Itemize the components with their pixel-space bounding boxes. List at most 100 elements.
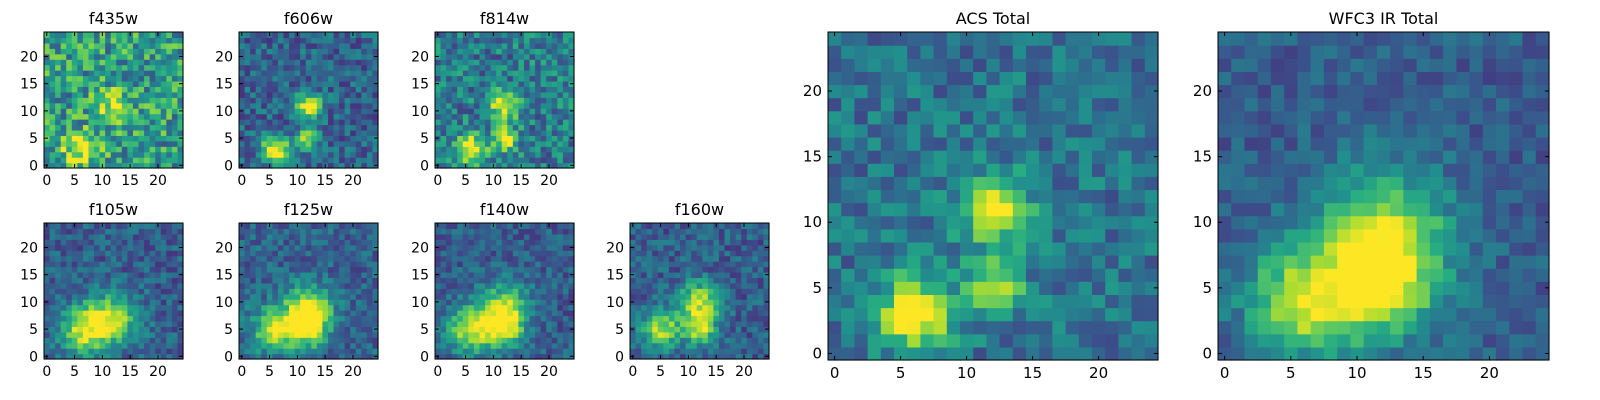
pixel-cell: [457, 250, 464, 257]
pixel-cell: [557, 146, 564, 153]
pixel-cell: [446, 113, 453, 120]
pixel-cell: [635, 228, 642, 235]
x-tick-label: 15: [512, 364, 530, 380]
pixel-cell: [696, 266, 703, 273]
pixel-cell: [641, 331, 648, 338]
pixel-cell: [763, 228, 770, 235]
pixel-cell: [366, 119, 374, 126]
pixel-cell: [1092, 255, 1106, 269]
pixel-cell: [361, 228, 368, 235]
pixel-cell: [451, 299, 458, 306]
pixel-cell: [841, 268, 855, 282]
pixel-cell: [473, 162, 481, 169]
pixel-cell: [496, 102, 503, 109]
pixel-cell: [523, 337, 531, 344]
pixel-cell: [350, 48, 357, 55]
pixel-cell: [77, 129, 84, 136]
pixel-cell: [305, 102, 312, 109]
pixel-cell: [641, 337, 648, 344]
pixel-cell: [177, 337, 184, 344]
pixel-cell: [155, 86, 162, 93]
pixel-cell: [250, 42, 257, 49]
pixel-cell: [266, 119, 273, 126]
pixel-cell: [557, 244, 564, 251]
pixel-cell: [366, 244, 374, 251]
pixel-cell: [446, 331, 453, 338]
pixel-cell: [289, 140, 296, 147]
pixel-cell: [277, 135, 285, 142]
pixel-cell: [66, 157, 73, 164]
pixel-cell: [350, 129, 357, 136]
pixel-cell: [523, 162, 531, 169]
pixel-cell: [546, 157, 553, 164]
pixel-cell: [451, 135, 458, 142]
pixel-cell: [272, 91, 279, 98]
pixel-cell: [562, 348, 570, 355]
pixel-cell: [77, 299, 84, 306]
pixel-cell: [473, 113, 481, 120]
pixel-cell: [366, 326, 374, 333]
pixel-cell: [763, 331, 770, 338]
pixel-cell: [144, 75, 151, 82]
pixel-cell: [440, 233, 447, 240]
pixel-cell: [99, 288, 106, 295]
pixel-cell: [496, 293, 503, 300]
pixel-cell: [657, 315, 664, 322]
pixel-cell: [127, 271, 134, 278]
pixel-cell: [77, 348, 84, 355]
pixel-cell: [523, 228, 531, 235]
pixel-cell: [239, 146, 246, 153]
pixel-cell: [44, 320, 51, 327]
pixel-cell: [468, 228, 475, 235]
pixel-cell: [685, 315, 692, 322]
pixel-cell: [94, 37, 101, 44]
pixel-cell: [355, 124, 362, 131]
pixel-cell: [127, 228, 134, 235]
pixel-cell: [457, 304, 464, 311]
pixel-cell: [867, 228, 882, 243]
pixel-cell: [518, 91, 525, 98]
pixel-cell: [507, 266, 514, 273]
pixel-cell: [110, 151, 117, 158]
pixel-cell: [702, 315, 709, 322]
pixel-cell: [88, 326, 95, 333]
pixel-cell: [490, 337, 497, 344]
pixel-cell: [171, 53, 179, 60]
pixel-cell: [551, 97, 558, 104]
pixel-cell: [289, 113, 296, 120]
pixel-cell: [440, 337, 447, 344]
pixel-cell: [540, 293, 547, 300]
pixel-cell: [562, 299, 570, 306]
pixel-cell: [44, 342, 51, 349]
pixel-cell: [289, 135, 296, 142]
pixel-cell: [171, 86, 179, 93]
pixel-cell: [657, 255, 664, 262]
pixel-cell: [261, 239, 268, 246]
pixel-cell: [49, 113, 56, 120]
pixel-cell: [507, 320, 514, 327]
pixel-cell: [239, 48, 246, 55]
pixel-cell: [657, 288, 664, 295]
pixel-cell: [973, 281, 987, 295]
pixel-cell: [473, 48, 481, 55]
pixel-cell: [82, 239, 90, 246]
pixel-cell: [82, 320, 90, 327]
pixel-cell: [127, 157, 134, 164]
pixel-cell: [501, 102, 508, 109]
pixel-cell: [71, 91, 78, 98]
pixel-cell: [344, 353, 351, 360]
pixel-cell: [696, 299, 703, 306]
pixel-cell: [160, 255, 167, 262]
pixel-cell: [685, 299, 692, 306]
pixel-cell: [1012, 281, 1027, 295]
pixel-cell: [250, 124, 257, 131]
pixel-cell: [1052, 346, 1067, 361]
pixel-cell: [707, 282, 714, 289]
pixel-cell: [1131, 281, 1146, 295]
pixel-cell: [250, 315, 257, 322]
pixel-cell: [88, 288, 95, 295]
pixel-cell: [702, 288, 709, 295]
pixel-cell: [1078, 307, 1093, 322]
pixel-cell: [479, 299, 486, 306]
pixel-cell: [630, 320, 637, 327]
